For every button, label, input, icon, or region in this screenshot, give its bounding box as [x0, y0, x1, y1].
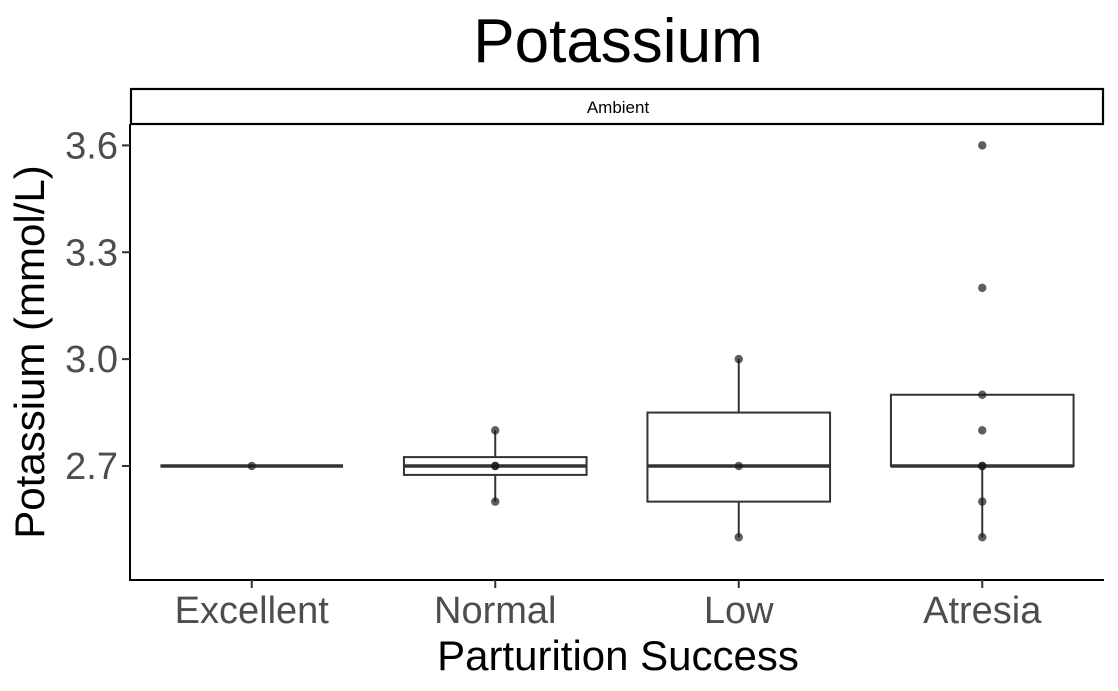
x-tick-label: Low — [704, 590, 774, 632]
y-tick-label: 3.0 — [65, 339, 118, 381]
axes — [129, 124, 1104, 581]
data-point — [491, 497, 500, 506]
y-tick-label: 3.3 — [65, 232, 118, 274]
facet-strip — [129, 87, 1105, 126]
data-point — [978, 497, 987, 506]
data-point — [978, 461, 987, 471]
data-point — [978, 141, 987, 150]
x-tick-label: Normal — [434, 590, 556, 632]
data-point — [491, 461, 500, 471]
y-axis-label: Potassium (mmol/L) — [6, 165, 53, 538]
y-ticks: 2.7 3.0 3.3 3.6 — [65, 125, 130, 488]
data-point — [978, 390, 987, 399]
x-ticks: Excellent Normal Low Atresia — [175, 580, 1042, 632]
data-point — [734, 461, 743, 471]
boxplot-low — [646, 354, 832, 542]
boxplot-excellent — [160, 461, 344, 471]
data-point — [491, 426, 500, 435]
x-tick-label: Atresia — [923, 590, 1042, 632]
facet-strip-label: Ambient — [587, 98, 650, 117]
data-point — [734, 533, 743, 542]
x-axis-label: Parturition Success — [437, 632, 799, 679]
x-tick-label: Excellent — [175, 590, 330, 632]
data-point — [734, 354, 743, 364]
y-tick-label: 3.6 — [65, 125, 118, 167]
boxplots — [160, 141, 1075, 542]
chart-title: Potassium — [473, 7, 762, 76]
box — [646, 411, 832, 503]
data-point — [247, 461, 256, 471]
boxplot-normal — [402, 426, 588, 506]
boxplot-atresia — [889, 141, 1075, 542]
data-point — [978, 533, 987, 542]
data-point — [978, 283, 987, 293]
y-tick-label: 2.7 — [65, 446, 118, 488]
data-point — [978, 426, 987, 435]
